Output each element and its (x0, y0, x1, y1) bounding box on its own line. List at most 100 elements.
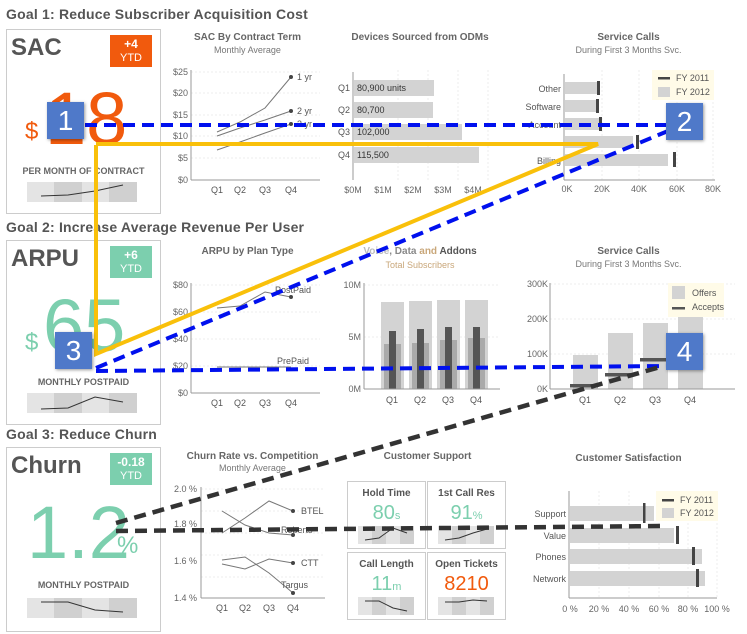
svg-text:Account: Account (528, 120, 561, 130)
svg-text:Software: Software (525, 102, 561, 112)
svg-text:102,000: 102,000 (357, 127, 390, 137)
svg-text:60 %: 60 % (649, 604, 670, 614)
kpi-value: 1.2 (27, 491, 130, 574)
svg-text:$15: $15 (173, 110, 188, 120)
svg-text:$0M: $0M (344, 185, 362, 195)
svg-text:40 %: 40 % (619, 604, 640, 614)
svg-text:$4M: $4M (464, 185, 482, 195)
currency-symbol: $ (25, 118, 39, 145)
goal-3-title: Goal 3: Reduce Churn (6, 426, 158, 442)
svg-text:$3M: $3M (434, 185, 452, 195)
kpi-name: ARPU (11, 245, 80, 272)
churn-vs-competition-chart[interactable]: Churn Rate vs. Competition Monthly Avera… (165, 445, 340, 615)
svg-text:$5: $5 (178, 153, 188, 163)
service-calls-category-chart[interactable]: Service Calls During First 3 Months Svc.… (510, 30, 747, 200)
percent-symbol: % (117, 532, 139, 559)
annotation-marker-2[interactable]: 2 (666, 103, 703, 140)
tile-hold-time[interactable]: Hold Time 80s (347, 481, 426, 549)
voice-data-addons-chart[interactable]: Voice, Data and Addons Total Subscribers… (330, 240, 510, 410)
svg-text:Q4: Q4 (338, 150, 350, 160)
svg-text:Phones: Phones (535, 552, 566, 562)
svg-text:10M: 10M (343, 280, 361, 290)
sparkline (358, 526, 414, 544)
service-calls-offers-chart[interactable]: Service Calls During First 3 Months Svc.… (510, 240, 747, 410)
currency-symbol: $ (25, 329, 39, 356)
svg-text:Q3: Q3 (338, 127, 350, 137)
legend: FY 2011 FY 2012 (652, 70, 714, 100)
svg-text:1.8 %: 1.8 % (174, 519, 197, 529)
line-plot: 1.4 % 1.6 % 1.8 % 2.0 % Q1 Q2 Q3 Q4 BTEL Robert… (174, 484, 325, 613)
sparkline (438, 597, 494, 615)
svg-text:80,900 units: 80,900 units (357, 83, 407, 93)
svg-text:Value: Value (544, 531, 566, 541)
tile-first-call-res[interactable]: 1st Call Res 91% (427, 481, 506, 549)
devices-sourced-chart[interactable]: Devices Sourced from ODMs Q1 Q2 Q3 Q4 80,90… (330, 30, 510, 200)
sac-by-contract-term-chart[interactable]: SAC By Contract Term Monthly Average $0 $… (165, 30, 330, 200)
svg-text:Q3: Q3 (442, 395, 454, 405)
svg-text:200K: 200K (527, 314, 548, 324)
svg-text:0K: 0K (561, 184, 572, 194)
chart-title: Service Calls (597, 32, 660, 43)
annotation-marker-3[interactable]: 3 (55, 332, 92, 369)
svg-text:$1M: $1M (374, 185, 392, 195)
kpi-caption: PER MONTH OF CONTRACT (22, 166, 145, 176)
bar-plot: Other Software Account Billing 0K 20K 40K 60K 8… (525, 70, 721, 194)
sparkline (27, 393, 137, 413)
sparkline (27, 598, 137, 618)
svg-text:Other: Other (538, 84, 561, 94)
annotation-marker-1[interactable]: 1 (47, 102, 84, 139)
svg-text:$80: $80 (173, 280, 188, 290)
svg-text:Network: Network (533, 574, 567, 584)
sparkline (358, 597, 414, 615)
svg-text:Q1: Q1 (211, 185, 223, 195)
customer-satisfaction-chart[interactable]: Customer Satisfaction Support Value Phones… (510, 445, 747, 634)
tile-call-length[interactable]: Call Length 11m (347, 552, 426, 620)
svg-text:$20: $20 (173, 361, 188, 371)
chart-subtitle: During First 3 Months Svc. (575, 45, 682, 55)
svg-text:Q2: Q2 (338, 105, 350, 115)
svg-text:Q4: Q4 (285, 398, 297, 408)
sparkline (438, 526, 494, 544)
svg-text:1 yr: 1 yr (297, 72, 312, 82)
legend: Offers Accepts (668, 283, 725, 317)
svg-text:$20: $20 (173, 88, 188, 98)
svg-text:5M: 5M (348, 332, 361, 342)
svg-text:Billing: Billing (537, 156, 561, 166)
svg-text:Q4: Q4 (285, 185, 297, 195)
svg-text:Q3: Q3 (259, 398, 271, 408)
svg-text:FY 2012: FY 2012 (676, 87, 710, 97)
svg-text:20K: 20K (594, 184, 610, 194)
kpi-name: SAC (11, 34, 62, 61)
ytd-badge: +4 YTD (110, 35, 152, 67)
svg-text:Q2: Q2 (614, 395, 626, 405)
svg-text:PostPaid: PostPaid (275, 285, 311, 295)
svg-text:$60: $60 (173, 307, 188, 317)
svg-text:0M: 0M (348, 384, 361, 394)
svg-text:FY 2011: FY 2011 (680, 495, 713, 505)
bar-plot: Support Value Phones Network 0 % 20 % 40 % 60 … (533, 491, 730, 614)
line-plot: $0 $20 $40 $60 $80 Q1 Q2 Q3 Q4 PostPaid PrePaid (173, 280, 320, 408)
tile-open-tickets[interactable]: Open Tickets 8210 (427, 552, 506, 620)
kpi-caption: MONTHLY POSTPAID (37, 580, 130, 590)
bar-plot: Q1 Q2 Q3 Q4 80,900 units 80,700 102,000 115,50… (338, 70, 489, 195)
svg-text:Offers: Offers (692, 288, 717, 298)
chart-subtitle: Monthly Average (214, 45, 281, 55)
svg-text:$2M: $2M (404, 185, 422, 195)
svg-text:CTT: CTT (301, 558, 319, 568)
svg-text:Support: Support (534, 509, 566, 519)
kpi-card-churn[interactable]: Churn -0.18 YTD 1.2 % MONTHLY POSTPAID (6, 447, 161, 632)
kpi-name: Churn (11, 452, 82, 479)
svg-text:FY 2012: FY 2012 (680, 508, 714, 518)
svg-text:$40: $40 (173, 334, 188, 344)
svg-text:Q3: Q3 (259, 185, 271, 195)
svg-text:Q1: Q1 (386, 395, 398, 405)
svg-text:BTEL: BTEL (301, 506, 324, 516)
svg-text:Q2: Q2 (234, 185, 246, 195)
svg-text:Q2: Q2 (234, 398, 246, 408)
svg-text:Q3: Q3 (649, 395, 661, 405)
svg-text:$10: $10 (173, 131, 188, 141)
svg-text:Q2: Q2 (414, 395, 426, 405)
arpu-by-plan-type-chart[interactable]: ARPU by Plan Type $0 $20 $40 $60 $80 Q1 Q2 Q3 Q… (165, 240, 330, 410)
line-plot: $0 $5 $10 $15 $20 $25 Q1 Q2 Q3 Q4 1 yr 2 yr 3 yr (173, 67, 320, 195)
annotation-marker-4[interactable]: 4 (666, 333, 703, 370)
